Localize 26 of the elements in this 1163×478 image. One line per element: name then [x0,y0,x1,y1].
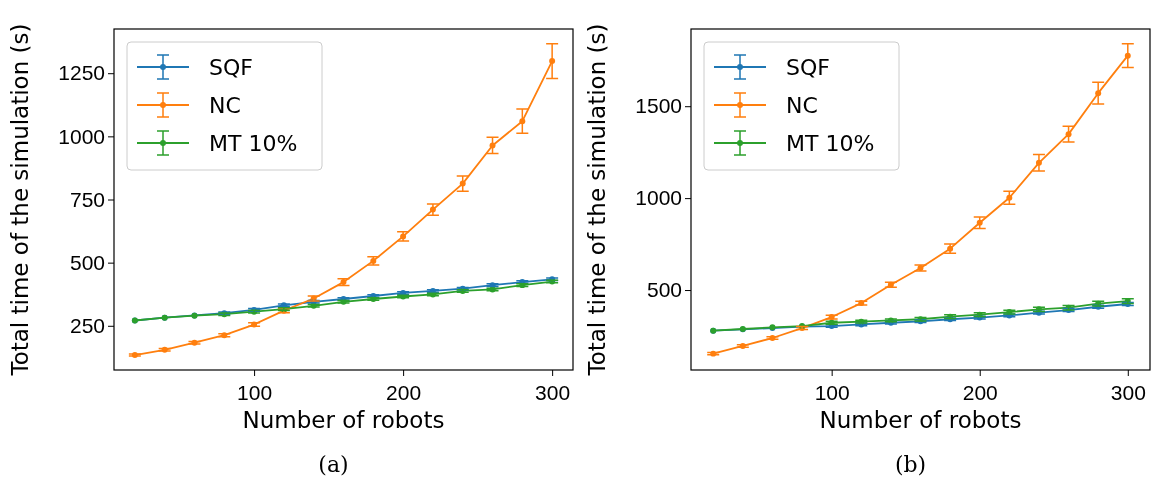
x-tick-label: 100 [814,381,850,404]
y-tick-label: 1250 [58,61,105,85]
legend-label: SQF [786,55,830,80]
x-tick-label: 300 [1110,381,1146,404]
x-axis-title: Number of robots [819,407,1022,433]
legend-label: MT 10% [209,131,298,156]
text: (a) [318,452,349,477]
text: (b) [894,452,927,477]
y-tick-label: 1000 [58,124,105,148]
y-tick-label: 500 [646,278,682,302]
x-axis-title: Number of robots [242,407,445,433]
y-axis-title: Total time of the simulation (s) [584,23,610,377]
y-tick-label: 1500 [635,94,682,118]
y-axis-title: Total time of the simulation (s) [7,23,33,377]
y-tick-label: 500 [69,250,105,274]
y-tick-label: 1000 [635,186,682,210]
y-tick-label: 750 [69,187,105,211]
legend-label: MT 10% [786,131,875,156]
x-tick-label: 300 [535,381,571,404]
legend-label: SQF [209,55,253,80]
x-tick-label: 100 [237,381,273,404]
x-tick-label: 200 [386,381,422,404]
legend-label: NC [786,93,818,118]
y-tick-label: 250 [69,314,105,338]
legend-label: NC [209,93,241,118]
x-tick-label: 200 [962,381,998,404]
